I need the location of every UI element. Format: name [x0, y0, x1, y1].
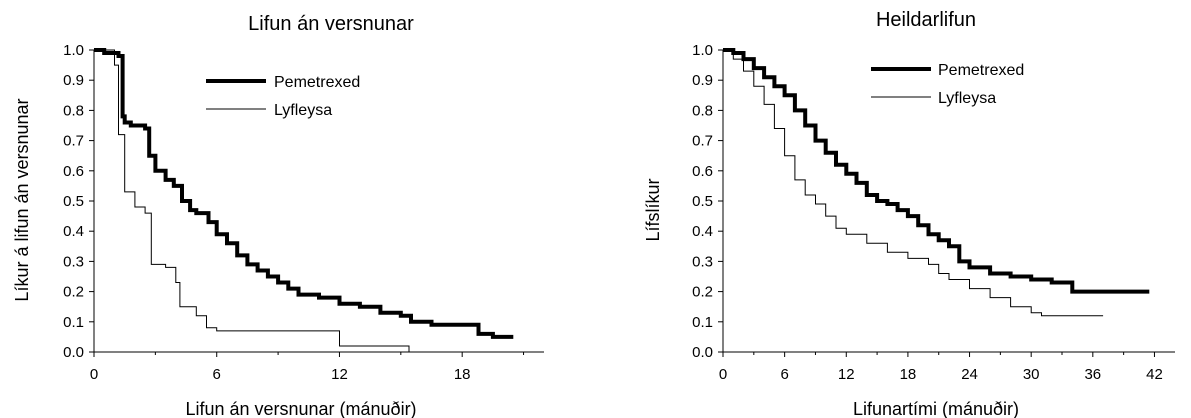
series-line-pemetrexed — [94, 48, 514, 339]
x-axis: 0 6 12 18 — [90, 351, 544, 383]
legend-label-pemetrexed: Pemetrexed — [274, 74, 360, 91]
x-tick-label: 18 — [900, 366, 917, 383]
y-tick-label: 0.8 — [63, 102, 84, 119]
legend-label-lyfleysa: Lyfleysa — [274, 102, 332, 119]
y-tick-label: 0.1 — [63, 314, 84, 331]
series-line-lyfleysa — [723, 49, 1104, 317]
y-tick-label: 0.9 — [692, 72, 713, 89]
legend-label-pemetrexed: Pemetrexed — [938, 62, 1024, 79]
x-tick-label: 24 — [961, 366, 978, 383]
y-tick-label: 1.0 — [692, 42, 713, 59]
y-tick-label: 0.0 — [692, 344, 713, 361]
y-tick-label: 0.2 — [63, 284, 84, 301]
y-tick-label: 0.5 — [692, 193, 713, 210]
y-tick-label: 0.5 — [63, 193, 84, 210]
x-axis-label: Lifun án versnunar (mánuðir) — [185, 399, 416, 418]
y-tick-label: 0.9 — [63, 72, 84, 89]
series-line-pemetrexed — [723, 48, 1150, 294]
x-tick-label: 6 — [213, 366, 221, 383]
y-tick-label: 0.6 — [63, 163, 84, 180]
x-tick-label: 0 — [90, 366, 98, 383]
y-axis: 0.0 0.1 0.2 0.3 0.4 0.5 0.6 0.7 0.8 0.9 1.0 — [63, 42, 95, 361]
x-tick-label: 36 — [1084, 366, 1101, 383]
y-tick-label: 0.1 — [692, 314, 713, 331]
y-axis: 0.0 0.1 0.2 0.3 0.4 0.5 0.6 0.7 0.8 0.9 1.0 — [692, 42, 724, 361]
x-tick-label: 12 — [838, 366, 855, 383]
y-tick-label: 0.2 — [692, 284, 713, 301]
y-axis-label: Líkur á lifun án versnunar — [12, 98, 32, 301]
x-axis-label: Lifunartími (mánuðir) — [853, 399, 1019, 418]
x-tick-label: 18 — [454, 366, 471, 383]
y-tick-label: 0.4 — [692, 223, 713, 240]
x-tick-label: 12 — [331, 366, 348, 383]
series-line-lyfleysa — [94, 49, 410, 352]
y-axis-label: Lífslíkur — [643, 178, 663, 241]
y-tick-label: 0.4 — [63, 223, 84, 240]
y-tick-label: 0.3 — [63, 253, 84, 270]
legend-label-lyfleysa: Lyfleysa — [938, 90, 996, 107]
y-tick-label: 0.7 — [692, 133, 713, 150]
x-tick-label: 30 — [1023, 366, 1040, 383]
x-tick-label: 42 — [1146, 366, 1163, 383]
legend: Pemetrexed Lyfleysa — [206, 74, 360, 119]
chart-panel-pfs: Lifun án versnunar 0.0 0.1 0.2 0.3 0.4 0.5 0.6… — [12, 13, 544, 418]
y-tick-label: 0.8 — [692, 102, 713, 119]
x-tick-label: 6 — [780, 366, 788, 383]
y-tick-label: 0.7 — [63, 133, 84, 150]
chart-panel-os: Heildarlifun 0.0 0.1 0.2 0.3 0.4 0.5 0.6 0.7 0.8… — [643, 9, 1175, 418]
y-tick-label: 0.0 — [63, 344, 84, 361]
legend: Pemetrexed Lyfleysa — [871, 62, 1024, 107]
y-tick-label: 1.0 — [63, 42, 84, 59]
chart-title: Lifun án versnunar — [248, 13, 414, 35]
x-axis: 0 6 12 18 24 30 36 42 — [719, 351, 1175, 383]
chart-title: Heildarlifun — [876, 9, 976, 31]
y-tick-label: 0.6 — [692, 163, 713, 180]
y-tick-label: 0.3 — [692, 253, 713, 270]
x-tick-label: 0 — [719, 366, 727, 383]
